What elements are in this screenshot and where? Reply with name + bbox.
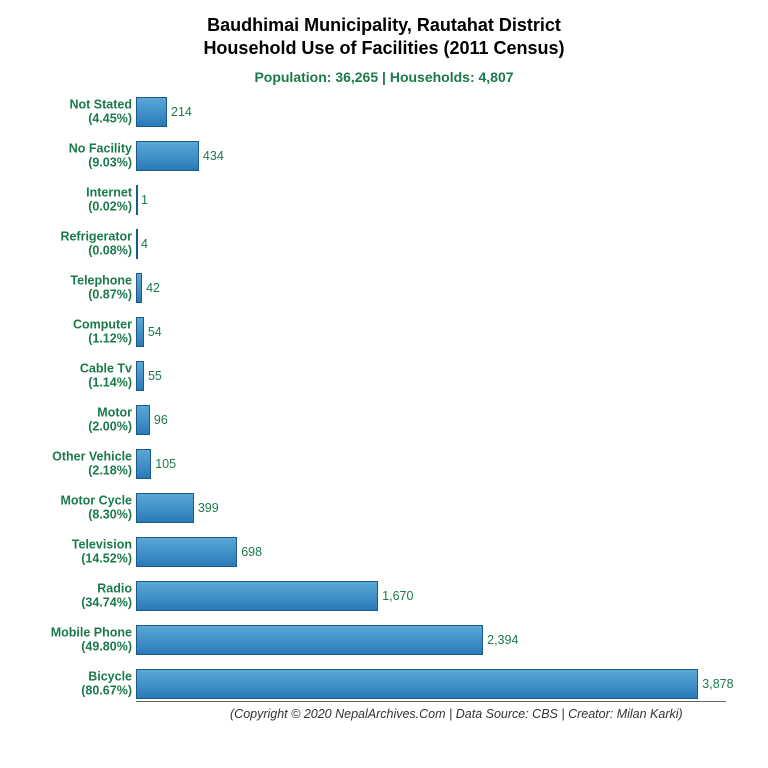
chart-row: Bicycle(80.67%) 3,878 [0,662,768,706]
bar [136,229,138,259]
footer-attribution: (Copyright © 2020 NepalArchives.Com | Da… [230,707,683,721]
value-label: 399 [198,501,219,515]
x-axis-line [136,701,726,702]
category-label: Cable Tv(1.14%) [2,362,132,391]
title-line-1: Baudhimai Municipality, Rautahat Distric… [207,15,561,35]
bar [136,625,483,655]
value-label: 54 [148,325,162,339]
bar [136,185,138,215]
chart-row: Cable Tv(1.14%) 55 [0,354,768,398]
chart-row: No Facility(9.03%) 434 [0,134,768,178]
bar [136,361,144,391]
bar [136,97,167,127]
chart-row: Mobile Phone(49.80%) 2,394 [0,618,768,662]
category-label: Television(14.52%) [2,538,132,567]
category-label: Mobile Phone(49.80%) [2,626,132,655]
chart-row: Telephone(0.87%) 42 [0,266,768,310]
chart-row: Radio(34.74%) 1,670 [0,574,768,618]
bar [136,405,150,435]
bar [136,581,378,611]
category-label: Radio(34.74%) [2,582,132,611]
chart-row: Internet(0.02%) 1 [0,178,768,222]
category-label: Telephone(0.87%) [2,274,132,303]
category-label: Not Stated(4.45%) [2,98,132,127]
chart-row: Motor(2.00%) 96 [0,398,768,442]
value-label: 96 [154,413,168,427]
category-label: Refrigerator(0.08%) [2,230,132,259]
chart-row: Not Stated(4.45%) 214 [0,90,768,134]
category-label: Bicycle(80.67%) [2,670,132,699]
value-label: 3,878 [702,677,733,691]
category-label: Motor(2.00%) [2,406,132,435]
category-label: Internet(0.02%) [2,186,132,215]
bar [136,537,237,567]
category-label: Other Vehicle(2.18%) [2,450,132,479]
chart-subtitle: Population: 36,265 | Households: 4,807 [0,69,768,85]
value-label: 214 [171,105,192,119]
value-label: 1 [141,193,148,207]
chart-plot-area: Not Stated(4.45%)214No Facility(9.03%)43… [0,90,768,715]
title-line-2: Household Use of Facilities (2011 Census… [203,38,564,58]
bar [136,449,151,479]
bar [136,141,199,171]
chart-row: Other Vehicle(2.18%) 105 [0,442,768,486]
chart-row: Television(14.52%) 698 [0,530,768,574]
category-label: No Facility(9.03%) [2,142,132,171]
value-label: 434 [203,149,224,163]
value-label: 105 [155,457,176,471]
value-label: 55 [148,369,162,383]
chart-row: Computer(1.12%) 54 [0,310,768,354]
bar [136,669,698,699]
chart-row: Motor Cycle(8.30%) 399 [0,486,768,530]
category-label: Motor Cycle(8.30%) [2,494,132,523]
bar [136,493,194,523]
value-label: 1,670 [382,589,413,603]
chart-row: Refrigerator(0.08%) 4 [0,222,768,266]
bar [136,273,142,303]
value-label: 2,394 [487,633,518,647]
chart-title: Baudhimai Municipality, Rautahat Distric… [0,0,768,59]
value-label: 4 [141,237,148,251]
category-label: Computer(1.12%) [2,318,132,347]
value-label: 42 [146,281,160,295]
bar [136,317,144,347]
value-label: 698 [241,545,262,559]
